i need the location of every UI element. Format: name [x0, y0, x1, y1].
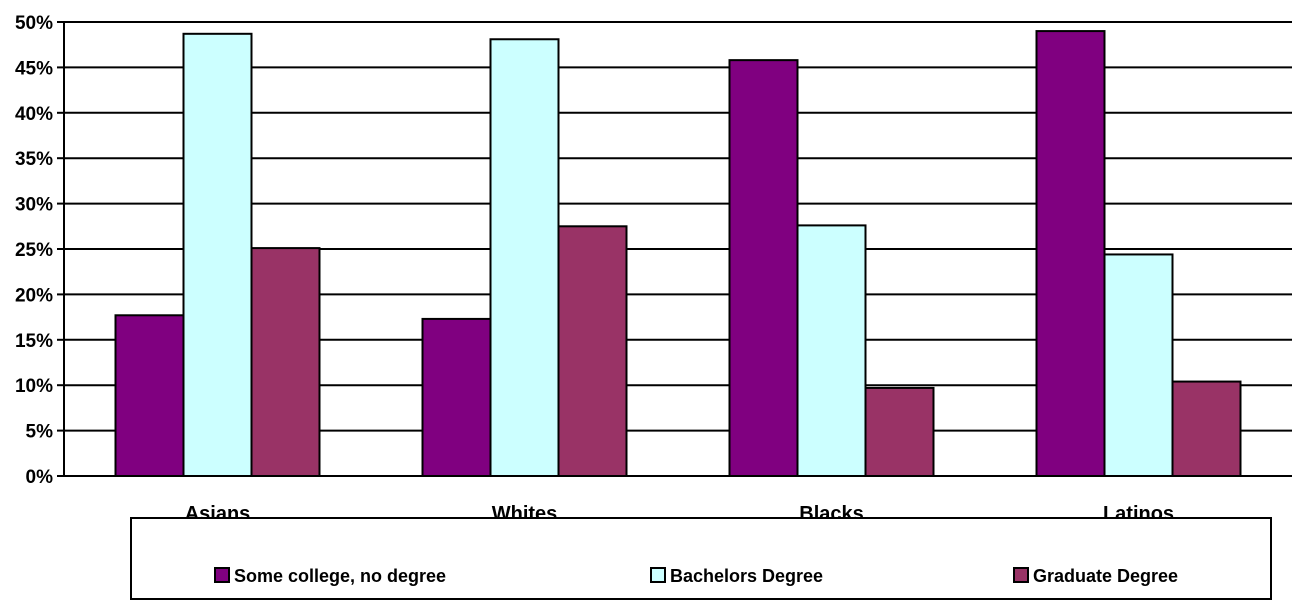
y-tick-label: 20% — [15, 285, 53, 306]
y-tick-label: 25% — [15, 240, 53, 261]
bar — [796, 224, 867, 477]
bar — [182, 32, 253, 478]
legend-label: Bachelors Degree — [670, 566, 823, 586]
bar — [1103, 253, 1174, 477]
legend-label: Some college, no degree — [234, 566, 446, 586]
bar — [250, 247, 321, 477]
legend-swatch — [214, 567, 230, 583]
legend-swatch — [650, 567, 666, 583]
y-tick-label: 35% — [15, 149, 53, 170]
y-tick-label: 15% — [15, 331, 53, 352]
y-tick-label: 5% — [26, 422, 54, 443]
bars — [114, 30, 1242, 478]
y-tick-label: 40% — [15, 104, 53, 125]
legend-swatch — [1013, 567, 1029, 583]
bar — [864, 386, 935, 478]
bar — [557, 225, 628, 477]
bar — [421, 317, 492, 477]
y-tick-label: 30% — [15, 195, 53, 216]
bar — [114, 314, 185, 477]
legend-box — [130, 517, 1272, 600]
y-tick-label: 0% — [26, 467, 54, 488]
bar — [489, 38, 560, 477]
y-tick-label: 45% — [15, 58, 53, 79]
legend: Some college, no degree Bachelors Degree G… — [130, 517, 1272, 600]
y-axis-ticks: 0% 5% 10% 15% 20% 25% 30% 35% 40% 45% 50% — [15, 13, 64, 488]
bar — [1171, 380, 1242, 477]
bar — [1035, 30, 1106, 478]
y-tick-label: 50% — [15, 13, 53, 34]
legend-label: Graduate Degree — [1033, 566, 1178, 586]
y-tick-label: 10% — [15, 376, 53, 397]
bar — [728, 59, 799, 478]
axes — [63, 22, 1292, 477]
